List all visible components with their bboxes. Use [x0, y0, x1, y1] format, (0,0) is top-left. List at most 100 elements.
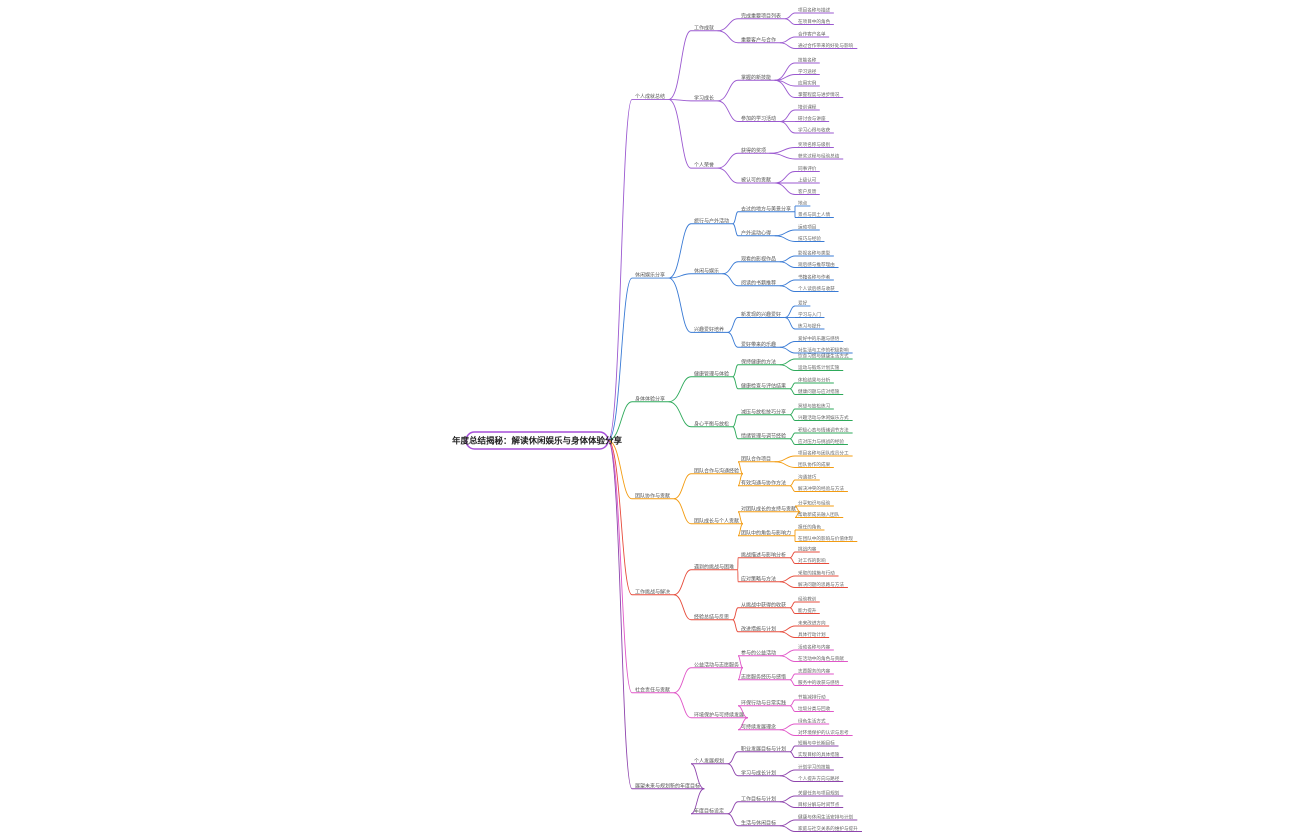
mind-map-topic[interactable]: 团队成长与个人贡献: [694, 517, 739, 524]
mind-map-subtopic[interactable]: 保持健康的方法: [741, 358, 776, 365]
mind-map-leaf[interactable]: 在活动中的角色与贡献: [798, 655, 844, 662]
mind-map-leaf[interactable]: 景点与风土人情: [798, 211, 831, 218]
mind-map-branch[interactable]: 团队协作与贡献: [635, 492, 670, 499]
mind-map-topic[interactable]: 工作成就: [694, 24, 714, 31]
mind-map-leaf[interactable]: 项目名称与描述: [798, 7, 831, 14]
mind-map-leaf[interactable]: 目标分解与时间节点: [798, 801, 840, 808]
mind-map-subtopic[interactable]: 学习与成长计划: [741, 769, 776, 776]
mind-map-leaf[interactable]: 运动与锻炼计划实施: [798, 364, 840, 371]
mind-map-subtopic[interactable]: 参与的公益活动: [741, 649, 776, 656]
mind-map-subtopic[interactable]: 观看的影视作品: [741, 255, 776, 262]
mind-map-leaf[interactable]: 沟通技巧: [798, 474, 817, 481]
mind-map-leaf[interactable]: 志愿服务的内容: [798, 668, 831, 675]
mind-map-leaf[interactable]: 影视名称与类型: [798, 250, 831, 257]
mind-map-leaf[interactable]: 通过合作带来的好处与影响: [798, 42, 854, 49]
mind-map-topic[interactable]: 旅行与户外活动: [694, 217, 729, 224]
mind-map-leaf[interactable]: 解决问题的思路与方法: [798, 581, 844, 588]
mind-map-leaf[interactable]: 积极心态与情绪调节方法: [798, 427, 849, 434]
mind-map-leaf[interactable]: 在项目中的角色: [798, 18, 831, 25]
mind-map-leaf[interactable]: 经验教训: [798, 596, 817, 603]
mind-map-subtopic[interactable]: 有效沟通与协作方法: [741, 479, 786, 486]
mind-map-leaf[interactable]: 技巧与经验: [798, 235, 821, 242]
mind-map-leaf[interactable]: 掌握程度与进步情况: [798, 91, 840, 98]
mind-map-subtopic[interactable]: 被认可的贡献: [741, 177, 771, 184]
mind-map-leaf[interactable]: 地点: [798, 200, 808, 207]
mind-map-topic[interactable]: 身心平衡与放松: [694, 420, 729, 427]
mind-map-topic[interactable]: 个人发展规划: [694, 757, 724, 764]
mind-map-leaf[interactable]: 爱好: [798, 300, 808, 307]
mind-map-subtopic[interactable]: 健康检查与评估结果: [741, 382, 786, 389]
mind-map-leaf[interactable]: 分享知识与经验: [798, 500, 831, 507]
mind-map-leaf[interactable]: 解决冲突的经验与方法: [798, 485, 844, 492]
mind-map-leaf[interactable]: 培训课程: [798, 104, 817, 111]
mind-map-leaf[interactable]: 能力提升: [798, 607, 817, 614]
mind-map-leaf[interactable]: 爱好中的乐趣与感悟: [798, 335, 840, 342]
mind-map-subtopic[interactable]: 志愿服务经历与感悟: [741, 673, 786, 680]
mind-map-leaf[interactable]: 研讨会与讲座: [798, 115, 826, 122]
mind-map-leaf[interactable]: 合作客户名单: [798, 31, 826, 38]
mind-map-branch[interactable]: 社会责任与贡献: [635, 686, 670, 693]
root-node[interactable]: 年度总结揭秘：解读休闲娱乐与身体体验分享: [452, 431, 623, 450]
mind-map-subtopic[interactable]: 挑战描述与影响分析: [741, 551, 786, 558]
mind-map-subtopic[interactable]: 参加的学习活动: [741, 115, 776, 122]
mind-map-branch[interactable]: 休闲娱乐分享: [635, 272, 665, 279]
mind-map-subtopic[interactable]: 团队合作项目: [741, 455, 771, 462]
mind-map-leaf[interactable]: 上级认可: [798, 177, 817, 184]
mind-map-topic[interactable]: 休闲与娱乐: [694, 267, 719, 274]
mind-map-leaf[interactable]: 同事评价: [798, 165, 817, 172]
mind-map-subtopic[interactable]: 减压与放松技巧分享: [741, 408, 786, 415]
mind-map-leaf[interactable]: 饮食习惯与健康生活方式: [798, 353, 849, 360]
mind-map-leaf[interactable]: 健康问题与应对措施: [798, 388, 840, 395]
mind-map-subtopic[interactable]: 工作目标与计划: [741, 795, 776, 802]
mind-map-leaf[interactable]: 担任的角色: [798, 524, 821, 531]
mind-map-topic[interactable]: 学习成长: [694, 94, 714, 101]
mind-map-leaf[interactable]: 节能减排行动: [798, 694, 826, 701]
mind-map-leaf[interactable]: 具体行动计划: [798, 631, 826, 638]
mind-map-leaf[interactable]: 获奖过程与经验总结: [798, 153, 840, 160]
mind-map-leaf[interactable]: 对生活与工作的积极影响: [798, 347, 849, 354]
mind-map-subtopic[interactable]: 职业发展目标与计划: [741, 745, 786, 752]
mind-map-subtopic[interactable]: 可持续发展理念: [741, 723, 776, 730]
mind-map-subtopic[interactable]: 新发现的兴趣爱好: [741, 311, 781, 318]
mind-map-subtopic[interactable]: 掌握的新技能: [741, 74, 771, 81]
mind-map-branch[interactable]: 工作挑战与解决: [635, 588, 670, 595]
mind-map-subtopic[interactable]: 获得的奖项: [741, 147, 766, 154]
mind-map-topic[interactable]: 兴趣爱好培养: [694, 326, 724, 333]
mind-map-subtopic[interactable]: 对团队成长的支持与贡献: [741, 505, 796, 512]
mind-map-leaf[interactable]: 奖项名称与级别: [798, 141, 831, 148]
mind-map-leaf[interactable]: 垃圾分类与回收: [798, 705, 831, 712]
mind-map-topic[interactable]: 年度目标设定: [694, 807, 724, 814]
mind-map-subtopic[interactable]: 从挑战中获得的收获: [741, 601, 786, 608]
mind-map-subtopic[interactable]: 团队中的角色与影响力: [741, 529, 791, 536]
mind-map-subtopic[interactable]: 阅读的书籍推荐: [741, 279, 776, 286]
mind-map-leaf[interactable]: 运动项目: [798, 224, 816, 231]
mind-map-branch[interactable]: 展望未来与规划新的年度目标: [635, 782, 700, 789]
mind-map-subtopic[interactable]: 环保行动与日常实践: [741, 699, 786, 706]
mind-map-topic[interactable]: 公益活动与志愿服务: [694, 661, 739, 668]
mind-map-leaf[interactable]: 客户反馈: [798, 188, 817, 195]
mind-map-leaf[interactable]: 服务中的收获与感悟: [798, 679, 840, 686]
mind-map-subtopic[interactable]: 户外运动心得: [741, 229, 771, 236]
mind-map-leaf[interactable]: 体检结果与分析: [798, 377, 831, 384]
mind-map-leaf[interactable]: 应对压力与挑战的经验: [798, 438, 844, 445]
mind-map-leaf[interactable]: 关键任务与项目规划: [798, 790, 840, 797]
mind-map-leaf[interactable]: 技能名称: [798, 57, 817, 64]
mind-map-leaf[interactable]: 挑战内容: [798, 546, 817, 553]
mind-map-leaf[interactable]: 练习与提升: [798, 323, 821, 330]
mind-map-topic[interactable]: 健康管理与体验: [694, 370, 729, 377]
mind-map-leaf[interactable]: 对环境保护的认识与思考: [798, 729, 849, 736]
mind-map-leaf[interactable]: 个人提升方向与路径: [798, 775, 840, 782]
mind-map-leaf[interactable]: 在团队中的影响与价值体现: [798, 535, 854, 542]
mind-map-subtopic[interactable]: 去过的地方与美景分享: [741, 205, 791, 212]
mind-map-leaf[interactable]: 计划学习的技能: [798, 764, 831, 771]
mind-map-topic[interactable]: 遇到的挑战与困难: [694, 563, 734, 570]
mind-map-topic[interactable]: 团队合作与沟通经验: [694, 467, 739, 474]
mind-map-leaf[interactable]: 短期与中长期目标: [798, 740, 835, 747]
mind-map-leaf[interactable]: 采取的措施与行动: [798, 570, 835, 577]
mind-map-subtopic[interactable]: 情绪管理与调节经验: [741, 432, 786, 439]
mind-map-leaf[interactable]: 对工作的影响: [798, 557, 826, 564]
mind-map-subtopic[interactable]: 应对策略与方法: [741, 575, 776, 582]
mind-map-leaf[interactable]: 冥想与放松练习: [798, 403, 831, 410]
mind-map-leaf[interactable]: 学习与入门: [798, 311, 821, 318]
mind-map-topic[interactable]: 个人荣誉: [694, 162, 714, 169]
